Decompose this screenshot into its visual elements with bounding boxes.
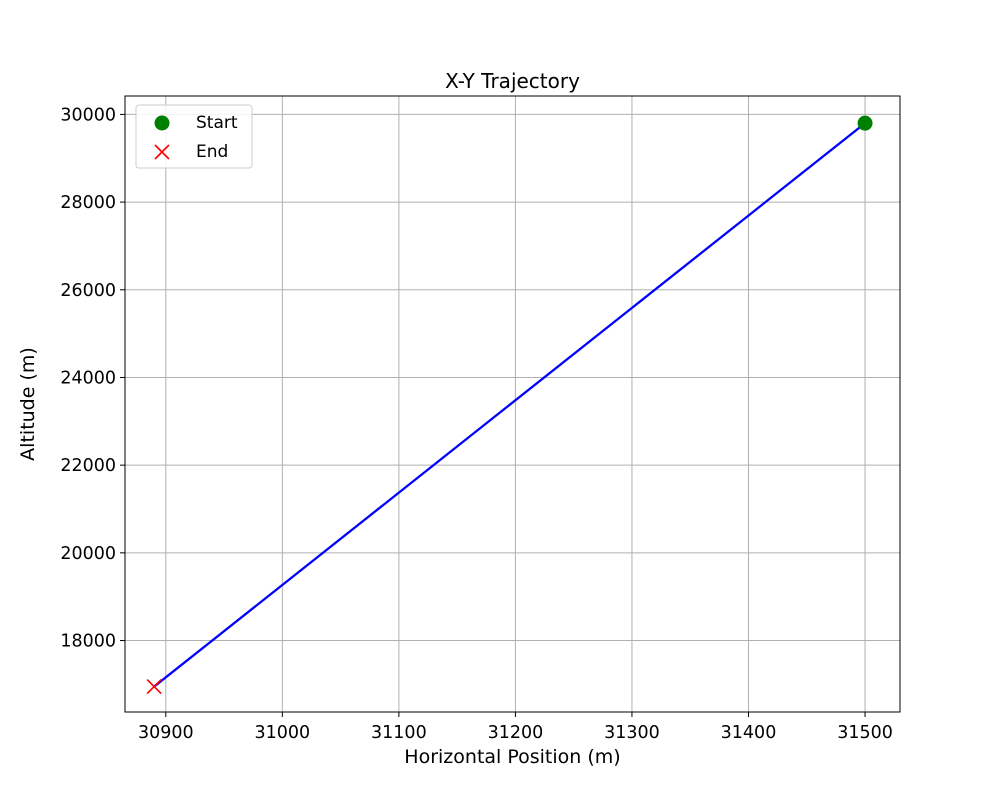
- x-tick-label: 31300: [604, 723, 660, 743]
- y-axis-ticks: 18000 20000 22000 24000 26000 28000 30000: [60, 105, 125, 652]
- trajectory-line: [153, 122, 866, 688]
- x-axis-ticks: 30900 31000 31100 31200 31300 31400 31500: [138, 712, 893, 743]
- x-tick-label: 30900: [138, 723, 194, 743]
- trajectory-series: [153, 122, 866, 688]
- end-marker-stroke: [146, 679, 162, 695]
- y-tick-label: 22000: [60, 456, 116, 476]
- x-tick-label: 31200: [488, 723, 544, 743]
- legend-end-label: End: [196, 142, 228, 162]
- x-tick-label: 31500: [837, 723, 893, 743]
- start-marker: [857, 115, 873, 131]
- y-tick-label: 20000: [60, 544, 116, 564]
- chart-title: X-Y Trajectory: [445, 69, 580, 93]
- y-tick-label: 18000: [60, 632, 116, 652]
- legend-start-label: Start: [196, 113, 238, 133]
- legend-end-marker: [154, 144, 170, 160]
- x-tick-label: 31100: [371, 723, 427, 743]
- y-axis-label: Altitude (m): [17, 347, 39, 461]
- marker-layer: [146, 115, 873, 695]
- legend: Start End: [135, 104, 253, 169]
- legend-start-marker: [154, 115, 170, 131]
- end-marker: [146, 679, 162, 695]
- y-tick-label: 28000: [60, 193, 116, 213]
- x-tick-label: 31000: [254, 723, 310, 743]
- x-tick-label: 31400: [721, 723, 777, 743]
- x-axis-label: Horizontal Position (m): [404, 746, 620, 768]
- y-tick-label: 30000: [60, 105, 116, 125]
- plot-frame: [124, 95, 901, 713]
- y-tick-label: 26000: [60, 281, 116, 301]
- grid: [125, 96, 900, 712]
- y-tick-label: 24000: [60, 368, 116, 388]
